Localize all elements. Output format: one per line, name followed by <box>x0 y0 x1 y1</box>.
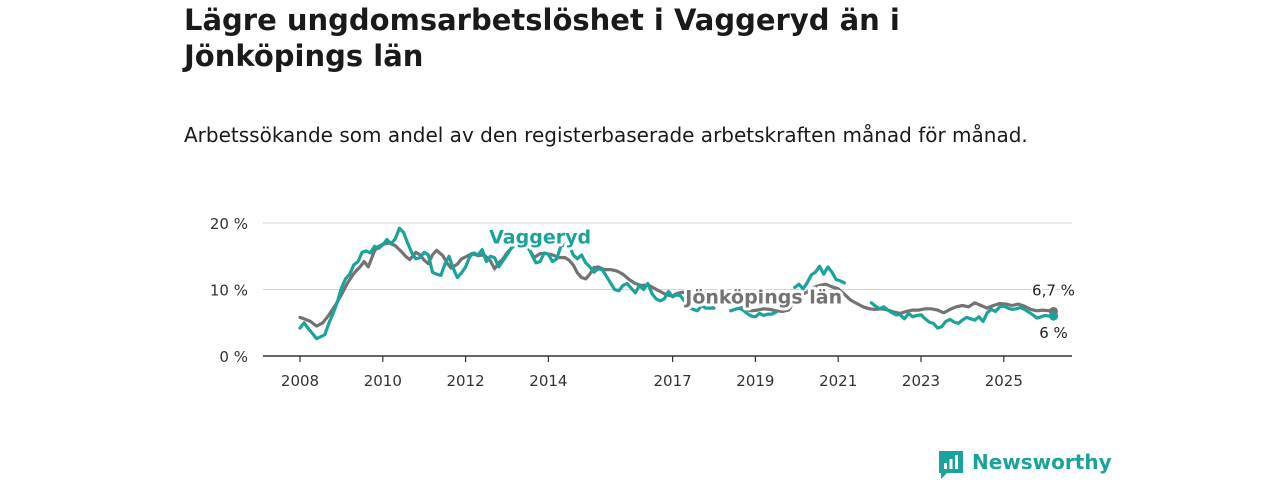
x-tick-label: 2019 <box>736 372 774 390</box>
x-tick-label: 2021 <box>819 372 857 390</box>
x-tick-label: 2010 <box>364 372 402 390</box>
x-tick-label: 2008 <box>281 372 319 390</box>
y-tick-label: 20 % <box>210 215 248 233</box>
newsworthy-logo-icon <box>939 451 963 479</box>
brand-name: Newsworthy <box>972 450 1112 474</box>
x-tick-label: 2014 <box>529 372 567 390</box>
axes: 0 % 10 % 20 % 2008 2010 2012 2014 2017 2019 2021 2… <box>210 215 1072 390</box>
gridlines <box>263 222 1072 290</box>
series-line-vaggeryd <box>793 264 846 291</box>
series-line-vaggeryd <box>298 226 716 341</box>
x-tick-label: 2017 <box>654 372 692 390</box>
chart-subtitle: Arbetssökande som andel av den registerb… <box>184 123 1028 147</box>
y-tick-label: 10 % <box>210 282 248 300</box>
brand-logo[interactable]: Newsworthy <box>937 449 1112 481</box>
end-value-label: 6,7 % <box>1032 281 1075 299</box>
end-point-vaggeryd <box>1048 311 1058 321</box>
y-tick-label: 0 % <box>219 348 248 366</box>
x-tick-label: 2025 <box>985 372 1023 390</box>
end-value-label: 6 % <box>1039 324 1068 342</box>
series-name-label: Jönköpings län <box>683 286 842 308</box>
series-line-vaggeryd <box>729 306 778 319</box>
annotations: 6,7 % 6 % Vaggeryd Jönköpings län <box>486 224 1077 344</box>
series <box>298 226 1058 341</box>
x-tick-label: 2012 <box>447 372 485 390</box>
x-tick-label: 2023 <box>902 372 940 390</box>
series-name-label: Vaggeryd <box>489 227 591 249</box>
chart-title: Lägre ungdomsarbetslöshet i Vaggeryd än … <box>184 3 900 73</box>
series-line-vaggeryd <box>869 301 1056 330</box>
